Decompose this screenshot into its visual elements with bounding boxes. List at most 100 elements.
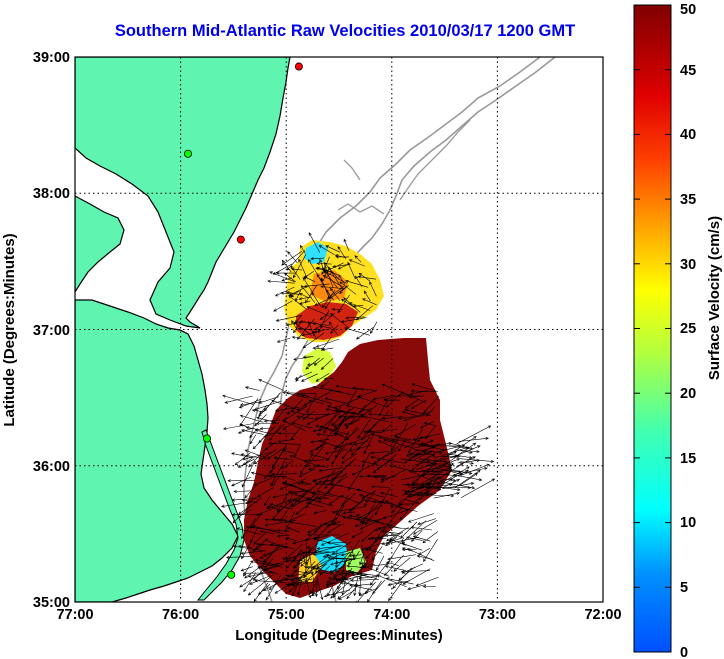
velocity-vector bbox=[407, 429, 423, 454]
velocity-vector bbox=[281, 259, 292, 273]
velocity-vector bbox=[358, 474, 387, 478]
velocity-vector bbox=[333, 505, 345, 526]
y-tick-label: 38:00 bbox=[33, 186, 70, 202]
velocity-vector bbox=[348, 556, 355, 565]
velocity-vector bbox=[276, 490, 290, 513]
grid-lines bbox=[75, 57, 603, 602]
velocity-vector bbox=[268, 576, 286, 591]
velocity-vector bbox=[241, 461, 255, 488]
velocity-vector bbox=[383, 506, 403, 531]
velocity-vector bbox=[272, 490, 305, 499]
velocity-vector bbox=[273, 300, 293, 312]
velocity-vector bbox=[458, 436, 489, 442]
velocity-vector bbox=[241, 541, 252, 560]
velocity-vector bbox=[272, 503, 287, 520]
velocity-vector bbox=[458, 463, 490, 477]
velocity-vector bbox=[355, 504, 384, 521]
velocity-vector bbox=[279, 478, 307, 490]
velocity-vector bbox=[240, 453, 267, 460]
velocity-vector bbox=[418, 485, 433, 501]
colorbar-tick-label: 40 bbox=[680, 127, 696, 143]
velocity-vector bbox=[263, 419, 281, 423]
velocity-vector bbox=[281, 277, 292, 282]
velocity-vector bbox=[227, 479, 256, 483]
velocity-vector bbox=[300, 373, 318, 382]
velocity-vector bbox=[440, 446, 470, 457]
velocity-vector bbox=[418, 547, 431, 556]
velocity-vector bbox=[413, 449, 443, 455]
velocity-vector bbox=[410, 389, 438, 393]
velocity-vector bbox=[353, 576, 359, 597]
velocity-vector bbox=[401, 520, 427, 544]
velocity-vector bbox=[348, 514, 379, 522]
velocity-vector bbox=[290, 265, 301, 280]
velocity-vector bbox=[280, 475, 296, 481]
velocity-vector bbox=[370, 451, 389, 455]
velocity-vector bbox=[343, 419, 361, 426]
velocity-vector bbox=[310, 257, 325, 261]
velocity-vector bbox=[259, 552, 273, 559]
velocity-vector bbox=[409, 443, 440, 459]
velocity-vector bbox=[336, 574, 348, 581]
velocity-vector bbox=[380, 475, 397, 481]
velocity-vector bbox=[244, 386, 260, 391]
velocity-vector bbox=[366, 474, 387, 478]
velocity-vector bbox=[292, 254, 307, 279]
velocity-vector bbox=[324, 449, 347, 455]
velocity-vector bbox=[297, 584, 301, 596]
velocity-vector bbox=[237, 427, 254, 434]
velocity-vector bbox=[303, 459, 325, 463]
velocity-vector bbox=[296, 482, 309, 486]
velocity-vector bbox=[419, 421, 435, 429]
velocity-vector bbox=[415, 576, 439, 587]
velocity-vector bbox=[338, 589, 356, 600]
velocity-vector bbox=[411, 530, 423, 542]
velocity-vector bbox=[354, 255, 362, 263]
velocity-vector bbox=[389, 504, 418, 512]
velocity-vector bbox=[345, 280, 369, 288]
colorbar-tick-label: 20 bbox=[680, 386, 696, 402]
velocity-vector bbox=[293, 493, 318, 502]
velocity-vector bbox=[335, 431, 350, 459]
velocity-vector bbox=[415, 469, 442, 473]
velocity-vector bbox=[428, 442, 453, 447]
velocity-vector bbox=[334, 254, 347, 259]
velocity-vector bbox=[367, 412, 394, 417]
velocity-vector bbox=[397, 415, 425, 420]
x-tick-label: 76:00 bbox=[162, 607, 199, 623]
velocity-vector bbox=[317, 411, 341, 432]
velocity-vector bbox=[263, 496, 271, 507]
plot-frame bbox=[74, 56, 604, 603]
velocity-vector bbox=[269, 271, 295, 282]
y-tick-label: 39:00 bbox=[33, 50, 70, 66]
velocity-vector bbox=[418, 458, 448, 464]
velocity-vector bbox=[332, 575, 347, 596]
velocity-vector bbox=[291, 320, 298, 330]
velocity-vector bbox=[401, 473, 427, 481]
velocity-vector bbox=[254, 414, 267, 427]
velocity-vector bbox=[453, 442, 477, 459]
velocity-vector bbox=[281, 250, 303, 266]
velocity-vector bbox=[231, 476, 252, 487]
velocity-vector bbox=[239, 570, 266, 588]
velocity-vector bbox=[459, 458, 495, 463]
y-tick-label: 36:00 bbox=[33, 459, 70, 475]
velocity-vector bbox=[337, 475, 348, 483]
velocity-vector bbox=[372, 454, 397, 474]
velocity-vector bbox=[331, 442, 348, 465]
velocity-vector bbox=[384, 398, 401, 402]
velocity-vector bbox=[289, 455, 319, 467]
velocity-vector bbox=[364, 499, 395, 505]
colorbar-ticks bbox=[634, 4, 671, 653]
velocity-vector bbox=[447, 453, 473, 459]
y-tick-label: 35:00 bbox=[33, 595, 70, 611]
velocity-vector bbox=[267, 279, 295, 284]
velocity-vector bbox=[268, 441, 300, 445]
velocity-vector bbox=[319, 426, 337, 448]
velocity-vector bbox=[340, 317, 367, 324]
velocity-vector bbox=[319, 565, 331, 576]
velocity-vector bbox=[380, 469, 406, 483]
velocity-vector bbox=[321, 256, 330, 275]
velocity-vector bbox=[273, 456, 293, 461]
velocity-vector bbox=[237, 509, 252, 518]
